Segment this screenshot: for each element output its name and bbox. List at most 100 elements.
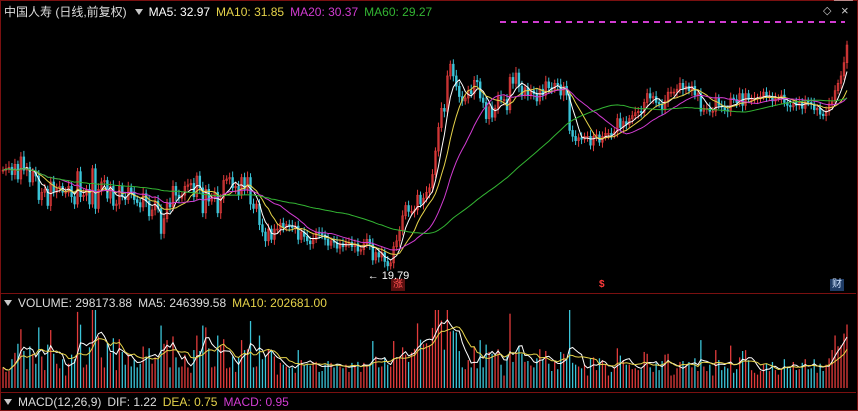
candle-body (326, 239, 330, 246)
candle-body (103, 180, 106, 183)
candle-body (225, 178, 228, 181)
candle-body (616, 118, 619, 133)
candle-body (130, 187, 133, 193)
candle-body (634, 112, 637, 116)
candle-body (669, 91, 673, 94)
candle-body (702, 108, 706, 112)
candle-body (789, 105, 792, 108)
candle-body (619, 118, 622, 128)
candle-body (305, 236, 309, 242)
candle-body (571, 130, 574, 137)
candle-body (818, 108, 822, 115)
candle-body (374, 252, 377, 261)
candle-body (109, 186, 112, 199)
candle-body (252, 203, 255, 209)
candle-body (547, 81, 550, 89)
candle-body (356, 243, 360, 252)
candle-body (490, 106, 494, 118)
ma20-readout: MA20: 30.37 (290, 5, 359, 19)
candle-body (514, 72, 518, 84)
candle-body (43, 189, 46, 193)
macd-title: MACD(12,26,9) (18, 395, 102, 409)
diamond-icon[interactable]: ◇ (823, 5, 832, 17)
candle-body (261, 224, 264, 233)
volume-dropdown-icon[interactable] (4, 300, 12, 307)
candle-body (189, 183, 193, 186)
candle-body (19, 156, 23, 180)
volume-ma-line (2, 326, 848, 371)
candle-body (368, 239, 372, 245)
macd-header: MACD(12,26,9) DIF: 1.22 DEA: 0.75 MACD: 0.9… (4, 394, 295, 410)
macd-dea-readout: DEA: 0.75 (162, 395, 218, 409)
candle-body (121, 186, 124, 197)
candle-body (631, 115, 634, 119)
candle-body (297, 225, 300, 240)
candle-body (487, 106, 491, 119)
candle-body (592, 136, 595, 146)
dollar-marker[interactable]: $ (599, 279, 605, 290)
candle-body (568, 94, 571, 131)
close-icon[interactable]: × (841, 3, 849, 18)
candle-body (320, 233, 324, 236)
candle-body (46, 189, 49, 206)
panel-divider-macd (1, 392, 856, 393)
candle-body (31, 171, 35, 183)
candle-body (681, 83, 685, 90)
zhang-marker[interactable]: 涨 (391, 279, 405, 291)
candle-body (437, 127, 440, 152)
stock-title[interactable]: 中国人寿 (日线,前复权) (4, 5, 127, 19)
candle-body (508, 77, 512, 111)
candle-body (446, 75, 449, 112)
candle-body (443, 108, 446, 112)
candle-body (171, 186, 175, 208)
candle-body (365, 239, 369, 245)
candle-body (40, 191, 43, 200)
candle-body (544, 81, 547, 96)
price-header: 中国人寿 (日线,前复权) MA5: 32.97 MA10: 31.85 MA20: … (4, 4, 438, 20)
candle-body (91, 168, 94, 205)
candle-body (115, 203, 118, 206)
volume-readout: VOLUME: 298173.88 (18, 296, 133, 310)
candle-body (821, 113, 825, 116)
candle-body (449, 63, 452, 77)
candle-body (392, 246, 395, 264)
candle-body (341, 243, 345, 248)
ma-dropdown-icon[interactable] (134, 9, 143, 16)
candle-body (100, 181, 103, 190)
candle-body (580, 137, 583, 140)
candle-body (440, 108, 443, 128)
volume-layer (2, 310, 848, 388)
candle-body (228, 177, 231, 180)
candle-body (738, 93, 741, 103)
candle-body (735, 99, 738, 103)
candle-body (577, 137, 580, 142)
candle-body (678, 83, 682, 90)
candle-body (699, 93, 703, 112)
candle-body (750, 99, 753, 101)
candle-body (16, 163, 20, 180)
candle-body (458, 85, 461, 97)
candle-body (643, 102, 646, 114)
candle-body (395, 240, 398, 248)
candle-body (22, 156, 26, 171)
candle-body (675, 88, 679, 93)
candle-body (37, 175, 40, 200)
cai-marker[interactable]: 财 (830, 279, 844, 291)
candle-body (425, 191, 428, 199)
candle-body (470, 90, 473, 94)
macd-value-readout: MACD: 0.95 (223, 395, 289, 409)
candle-body (404, 205, 407, 217)
candle-body (839, 75, 843, 84)
candle-body (329, 240, 333, 246)
candle-body (431, 174, 434, 189)
candle-body (648, 93, 652, 99)
candle-body (520, 85, 524, 96)
candle-body (219, 197, 222, 214)
macd-dropdown-icon[interactable] (4, 399, 12, 406)
candle-body (812, 103, 816, 111)
candle-body (672, 91, 676, 94)
candle-body (717, 97, 720, 106)
candle-body (159, 208, 163, 234)
candle-body (243, 177, 246, 190)
